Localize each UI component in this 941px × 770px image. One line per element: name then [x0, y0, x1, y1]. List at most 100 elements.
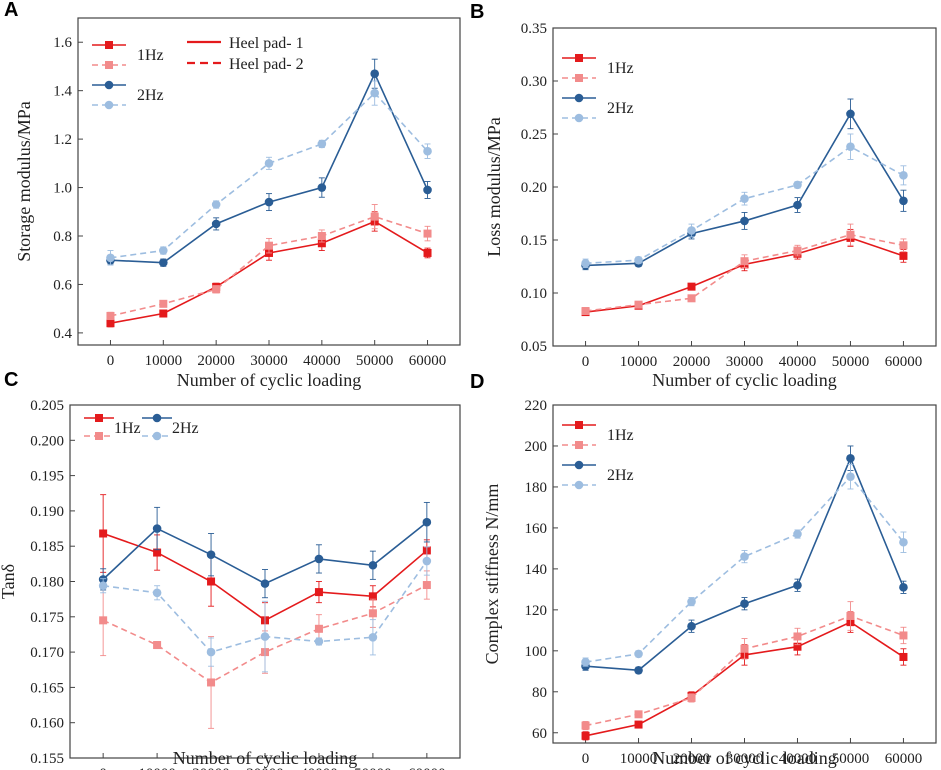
data-point-square: [207, 678, 216, 687]
y-tick-label: 1.4: [53, 84, 72, 100]
data-point-circle: [152, 588, 162, 598]
y-tick-label: 1.6: [53, 35, 72, 51]
y-tick-label: 0.35: [521, 21, 547, 37]
data-point-circle: [634, 665, 643, 675]
series-1hz_pad2: [581, 601, 908, 731]
y-tick-label: 0.30: [521, 74, 547, 90]
legend-style-label: Heel pad- 1: [229, 35, 304, 52]
y-tick-label: 0.10: [521, 286, 547, 302]
y-tick-label: 0.25: [521, 127, 547, 143]
data-point-circle: [687, 621, 696, 631]
y-tick-label: 100: [525, 644, 548, 660]
data-point-square: [687, 294, 696, 303]
data-point-circle: [422, 556, 432, 566]
data-point-circle: [793, 180, 802, 190]
legend-marker-circle: [574, 93, 584, 103]
x-axis-label: Number of cyclic loading: [652, 748, 836, 768]
data-point-circle: [793, 580, 802, 590]
series-line: [585, 112, 905, 267]
x-tick-label: 40000: [303, 353, 341, 369]
data-point-circle: [317, 183, 327, 192]
legend-marker-circle: [104, 100, 114, 110]
data-point-circle: [793, 200, 802, 210]
data-point-square: [422, 581, 431, 590]
y-tick-label: 200: [525, 439, 548, 455]
y-tick-label: 0.195: [30, 469, 64, 485]
data-point-square: [899, 241, 908, 250]
data-point-circle: [98, 581, 108, 591]
x-tick-label: 50000: [356, 353, 394, 369]
x-tick-label: 30000: [726, 354, 764, 370]
data-point-square: [899, 652, 908, 661]
legend-label: 2Hz: [607, 467, 634, 484]
data-point-circle: [687, 226, 696, 235]
legend-label: 1Hz: [114, 420, 141, 437]
data-point-square: [740, 257, 749, 266]
data-point-circle: [740, 552, 749, 561]
data-point-square: [153, 548, 162, 557]
x-tick-label: 10000: [620, 751, 658, 767]
data-point-square: [899, 251, 908, 260]
data-point-square: [317, 232, 326, 240]
legend-label: 1Hz: [607, 427, 634, 444]
data-point-square: [793, 246, 802, 255]
data-point-square: [212, 285, 221, 294]
data-point-square: [634, 300, 643, 309]
data-point-circle: [159, 258, 168, 267]
data-point-circle: [317, 139, 327, 149]
data-point-circle: [314, 637, 324, 646]
y-tick-label: 0.4: [53, 326, 72, 342]
series-1hz_pad2: [581, 223, 908, 316]
data-point-square: [740, 644, 749, 653]
y-tick-label: 160: [525, 521, 548, 537]
data-point-circle: [206, 647, 216, 657]
data-point-square: [687, 282, 696, 291]
data-point-square: [687, 693, 696, 702]
x-tick-label: 20000: [673, 354, 711, 370]
data-point-square: [207, 577, 216, 586]
data-point-circle: [846, 453, 855, 463]
panel-letter: D: [470, 371, 484, 393]
data-point-circle: [368, 632, 378, 642]
data-point-square: [793, 642, 802, 651]
data-point-circle: [740, 194, 749, 203]
series-2hz_pad2: [581, 133, 908, 269]
y-tick-label: 1.2: [53, 132, 72, 148]
data-point-circle: [846, 472, 855, 481]
data-point-square: [314, 588, 323, 597]
y-tick-label: 1.0: [53, 181, 72, 197]
data-point-circle: [899, 583, 908, 592]
data-point-circle: [581, 657, 590, 667]
x-tick-label: 0: [582, 354, 590, 370]
x-tick-label: 20000: [197, 353, 235, 369]
y-tick-label: 0.15: [521, 233, 547, 249]
data-point-square: [581, 307, 590, 316]
x-tick-label: 40000: [779, 751, 817, 767]
x-tick-label: 50000: [832, 751, 870, 767]
data-point-circle: [260, 632, 270, 641]
legend-marker-circle: [574, 460, 584, 470]
data-point-square: [846, 230, 855, 239]
chart-panel-b: B 0.05 0.10 0.15 0.20 0.25 0.30 0.35 0 10000 20000…: [470, 1, 937, 390]
x-tick-label: 10000: [620, 354, 658, 370]
x-axis-label: Number of cyclic loading: [173, 748, 357, 768]
series-line: [110, 215, 428, 317]
data-point-square: [159, 309, 168, 318]
y-tick-label: 220: [525, 398, 548, 414]
series-line: [585, 615, 904, 727]
plot-frame: [552, 404, 937, 744]
legend: 1Hz 2Hz: [84, 413, 199, 441]
y-tick-label: 0.185: [30, 539, 64, 555]
data-point-circle: [264, 159, 274, 168]
data-point-circle: [159, 246, 168, 255]
x-tick-label: 60000: [885, 354, 923, 370]
y-axis-label: Storage modulus/MPa: [14, 101, 34, 262]
data-point-square: [99, 616, 108, 625]
series-1hz_pad1: [106, 211, 432, 328]
x-tick-label: 20000: [673, 751, 711, 767]
data-point-square: [581, 721, 590, 730]
data-point-circle: [264, 197, 274, 207]
y-tick-label: 0.165: [30, 680, 64, 696]
y-tick-label: 0.6: [53, 277, 72, 293]
x-tick-label: 30000: [250, 353, 288, 369]
